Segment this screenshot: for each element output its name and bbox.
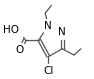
Text: HO: HO bbox=[3, 25, 19, 35]
Text: N: N bbox=[44, 21, 52, 30]
Text: O: O bbox=[16, 45, 24, 55]
Text: N: N bbox=[58, 27, 66, 37]
Text: Cl: Cl bbox=[43, 66, 53, 76]
